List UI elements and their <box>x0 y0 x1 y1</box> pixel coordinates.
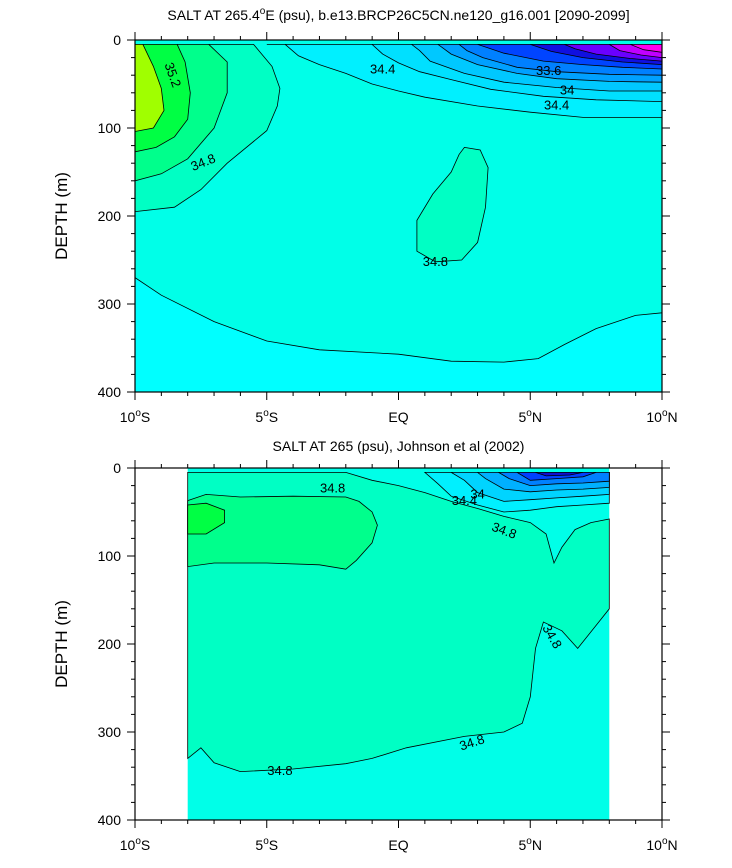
contour-label-5: 34.8 <box>458 731 487 753</box>
x-tick-label-3: 5oN <box>519 836 542 853</box>
y-tick-label-2: 200 <box>98 636 122 652</box>
x-tick-label-4: 10oN <box>646 836 677 853</box>
contour-label-1: 34 <box>470 487 484 502</box>
y-tick-label-1: 100 <box>98 548 122 564</box>
contour-label-2: 34.4 <box>452 493 477 508</box>
contour-region-1 <box>187 493 378 570</box>
x-tick-label-3: 5oN <box>519 408 542 425</box>
contour-region-5 <box>135 44 165 132</box>
contour-label-4: 34.4 <box>544 97 569 112</box>
contour-region-1 <box>416 146 489 263</box>
contour-region-15 <box>630 44 662 53</box>
panel-2: 34.8 3434.434.834.834.834.801002003004001… <box>52 438 678 853</box>
y-tick-label-1: 100 <box>98 120 122 136</box>
x-tick-label-2: EQ <box>388 409 408 425</box>
contour-region-8 <box>535 472 584 477</box>
contour-label-0: 34.8 <box>320 481 345 496</box>
contour-label-1: 34.4 <box>370 61 395 76</box>
y-axis-title: DEPTH (m) <box>52 600 71 688</box>
contour-region-2 <box>187 502 225 535</box>
y-tick-label-0: 0 <box>113 32 121 48</box>
contour-label-6: 34.8 <box>267 763 292 778</box>
y-tick-label-3: 300 <box>98 724 122 740</box>
y-tick-label-2: 200 <box>98 208 122 224</box>
x-tick-label-0: 10oS <box>120 836 150 853</box>
panel-1: 35.2 34.4 33.63434.434.834.801002003004001… <box>52 6 678 425</box>
y-tick-label-0: 0 <box>113 460 121 476</box>
contour-field <box>135 40 662 392</box>
x-tick-label-2: EQ <box>388 837 408 853</box>
contour-label-6: 34.8 <box>423 254 448 269</box>
x-tick-label-1: 5oS <box>255 408 278 425</box>
x-tick-label-1: 5oS <box>255 836 278 853</box>
y-axis-title: DEPTH (m) <box>52 172 71 260</box>
contour-region-0 <box>135 277 662 392</box>
y-tick-label-4: 400 <box>98 384 122 400</box>
panel-title: SALT AT 265 (psu), Johnson et al (2002) <box>273 438 525 454</box>
y-tick-label-3: 300 <box>98 296 122 312</box>
contour-label-3: 34 <box>560 82 574 97</box>
contour-field <box>187 468 610 820</box>
contour-label-2: 33.6 <box>536 63 561 78</box>
y-tick-label-4: 400 <box>98 812 122 828</box>
x-tick-label-0: 10oS <box>120 408 150 425</box>
x-tick-label-4: 10oN <box>646 408 677 425</box>
panel-title: SALT AT 265.4oE (psu), b.e13.BRCP26C5CN.… <box>167 6 629 23</box>
